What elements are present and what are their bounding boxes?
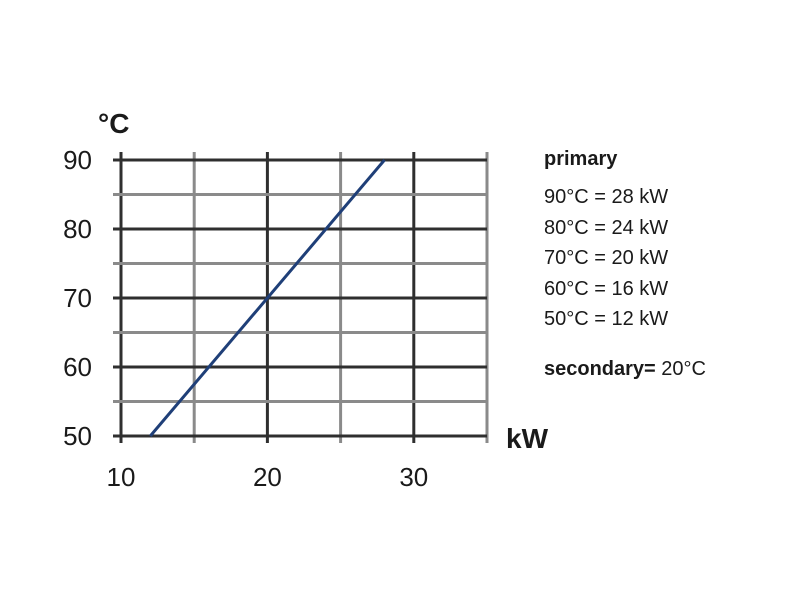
y-tick-label: 90 [63,145,92,175]
y-tick-label: 80 [63,214,92,244]
series [149,159,386,437]
tick-labels: 50 60 70 80 90 10 20 30 [63,145,428,492]
x-tick-label: 20 [253,462,282,492]
y-tick-label: 50 [63,421,92,451]
grid [113,152,489,443]
legend-secondary: secondary= 20°C [544,356,706,382]
legend-secondary-value: 20°C [655,357,706,380]
y-tick-label: 70 [63,283,92,313]
legend: primary 90°C = 28 kW 80°C = 24 kW 70°C = 2… [544,146,706,382]
series-line [149,159,386,437]
y-axis-label: °C [98,108,129,139]
legend-items: 90°C = 28 kW 80°C = 24 kW 70°C = 20 kW 60°C… [544,182,706,335]
x-axis-label: kW [506,423,549,454]
legend-item: 70°C = 20 kW [544,247,669,269]
legend-item: 90°C = 28 kW [544,186,669,208]
legend-item: 60°C = 16 kW [544,277,669,300]
legend-item: 50°C = 12 kW [544,308,669,330]
legend-item: 80°C = 24 kW [544,216,669,239]
x-tick-label: 10 [107,462,136,492]
x-tick-label: 30 [399,462,428,492]
legend-secondary-label: secondary= [544,357,656,380]
y-tick-label: 60 [63,352,92,382]
legend-title: primary [544,148,618,170]
